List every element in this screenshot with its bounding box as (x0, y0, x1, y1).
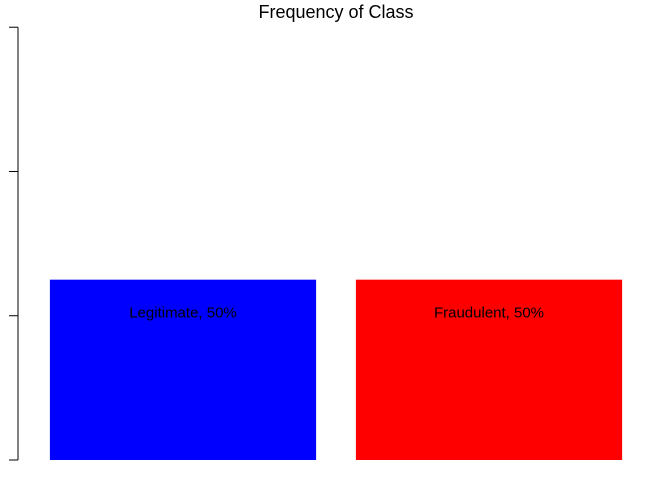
bar-legitimate (49, 279, 317, 460)
data-label-fraudulent: Fraudulent, 50% (434, 305, 544, 322)
bars (49, 279, 623, 460)
bar-fraudulent (355, 279, 623, 460)
chart-title: Frequency of Class (258, 2, 413, 22)
y-axis (9, 26, 19, 461)
data-label-legitimate: Legitimate, 50% (129, 305, 237, 322)
data-labels: Legitimate, 50% Fraudulent, 50% (129, 305, 544, 322)
